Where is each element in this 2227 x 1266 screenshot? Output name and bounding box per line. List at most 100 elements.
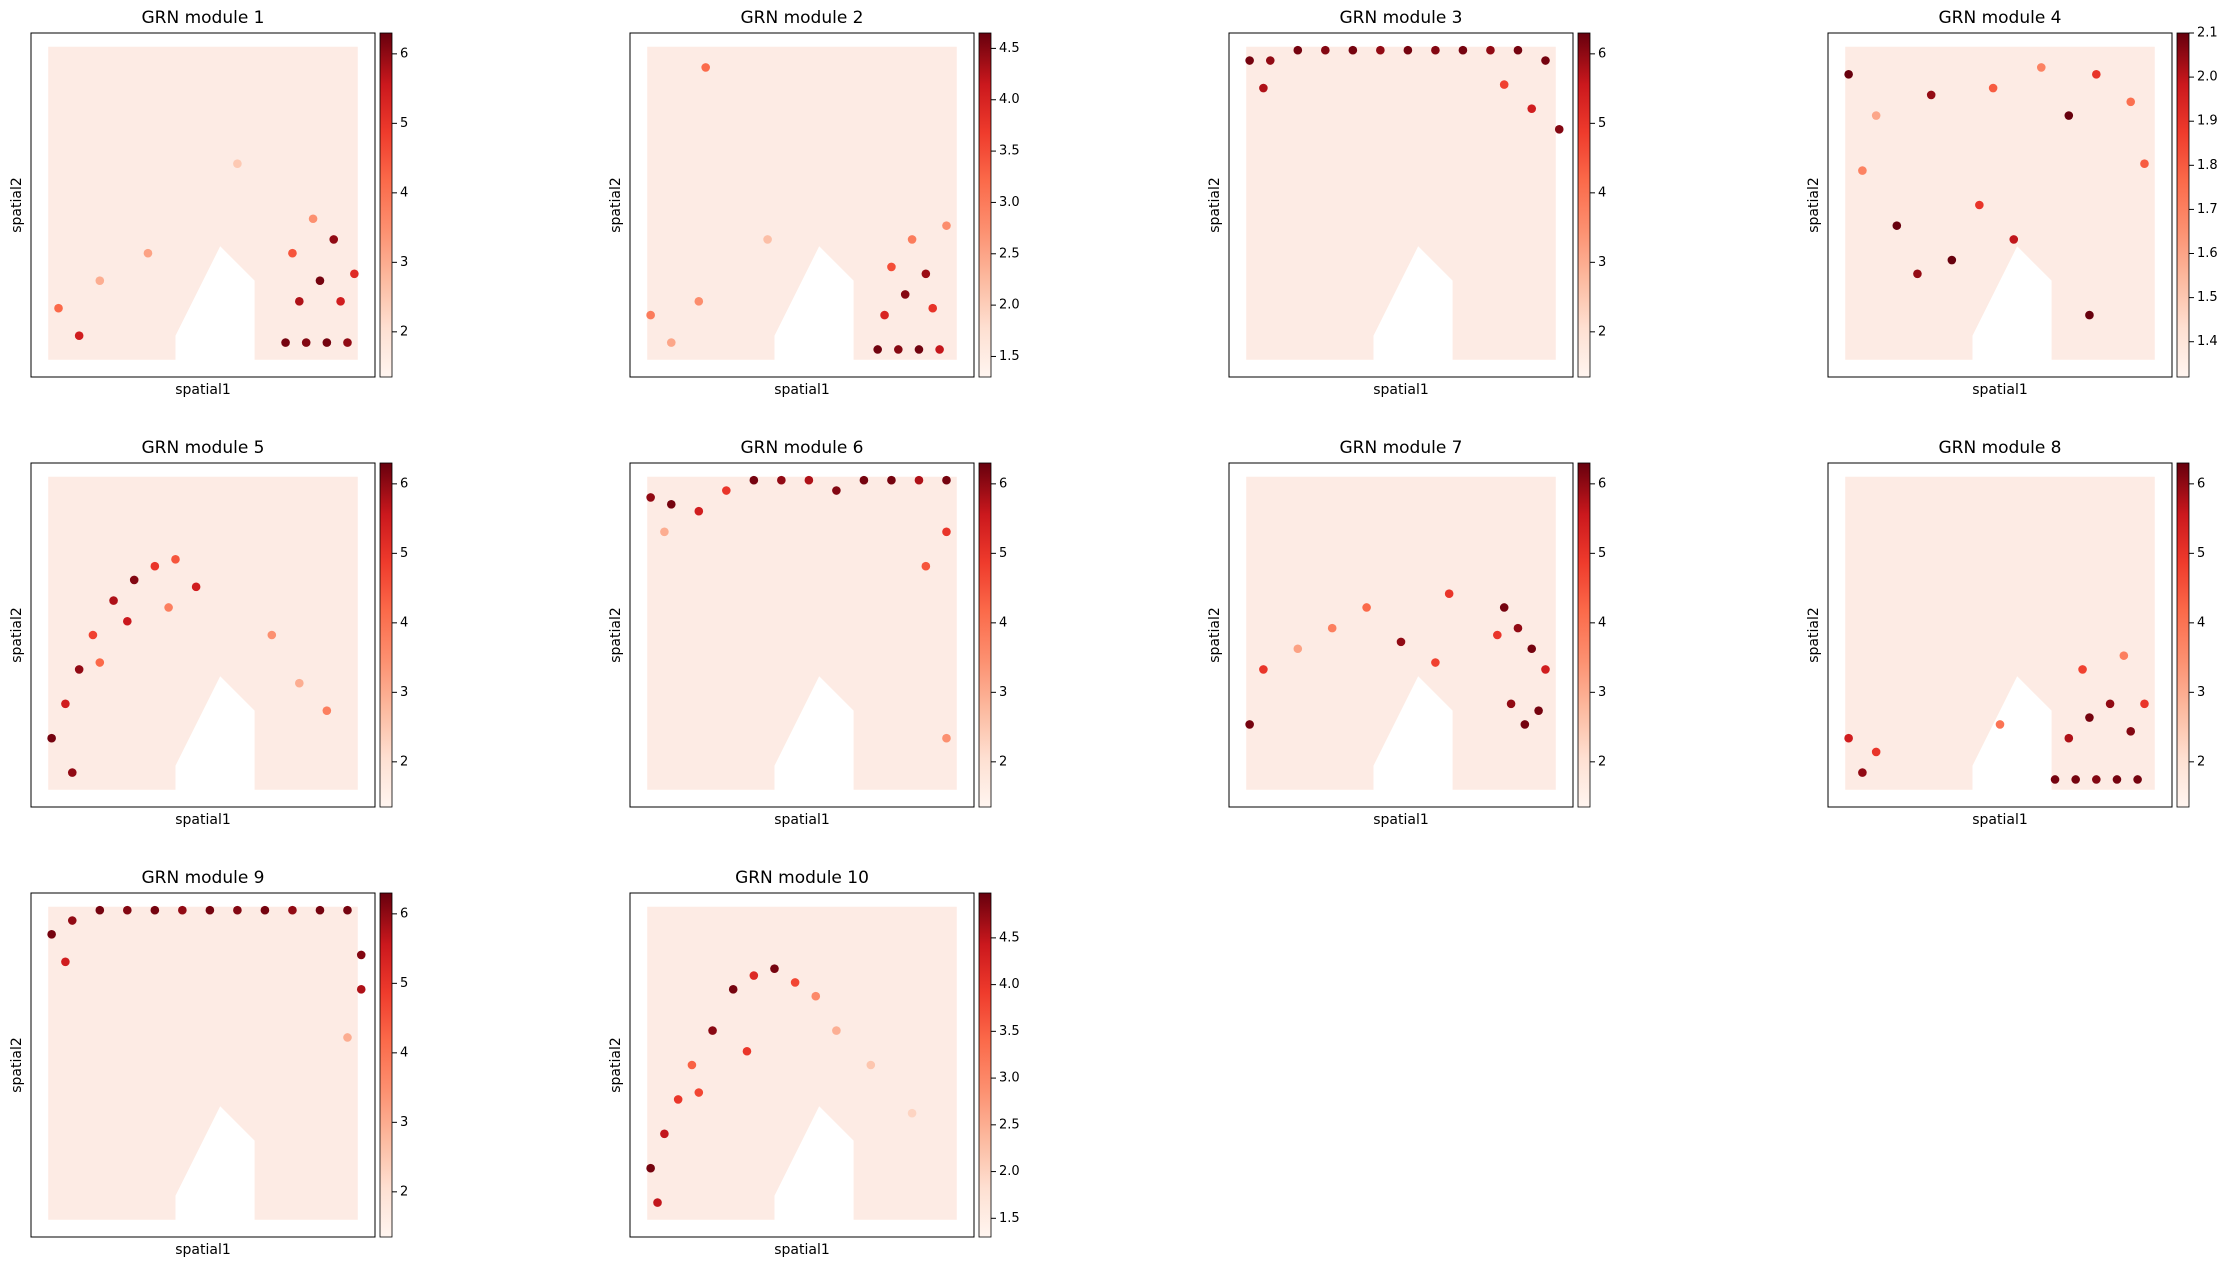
colorbar-tick-label: 2 (400, 1184, 408, 1199)
spot (942, 221, 951, 230)
spot (887, 475, 896, 485)
spot (322, 338, 332, 347)
spot (178, 905, 187, 915)
colorbar-tick-label: 2 (999, 754, 1007, 769)
spot (1486, 45, 1495, 55)
colorbar-tick-label: 1.8 (2197, 158, 2218, 173)
spot (914, 345, 924, 354)
spot (288, 905, 297, 915)
colorbar (379, 892, 393, 1238)
spot (804, 475, 814, 485)
spot (777, 475, 786, 485)
spot (315, 276, 325, 285)
spot (1520, 720, 1530, 729)
spot (1844, 733, 1853, 743)
spot (315, 905, 325, 915)
spot (722, 486, 731, 495)
spot (123, 905, 132, 915)
colorbar (1577, 32, 1591, 378)
spot (1458, 45, 1468, 55)
spot (2140, 699, 2149, 709)
spot (2133, 775, 2142, 784)
spot (873, 345, 882, 354)
spot (2078, 665, 2087, 674)
spot (1431, 658, 1440, 667)
colorbar-tick-label: 3.0 (999, 1071, 1020, 1086)
colorbar-tick-label: 5 (1598, 116, 1606, 131)
panel-title: GRN module 8 (1938, 438, 2061, 458)
colorbar-tick-label: 5 (400, 116, 408, 131)
axes-frame (629, 462, 975, 808)
spot (171, 555, 180, 564)
colorbar-tick-label: 3 (400, 685, 408, 700)
panel-title: GRN module 2 (740, 8, 863, 28)
spot (1245, 720, 1254, 729)
spot (2085, 713, 2094, 722)
spot (1293, 644, 1303, 654)
colorbar-tick-label: 3 (400, 255, 408, 270)
axes-frame (30, 462, 376, 808)
spot (928, 303, 938, 313)
colorbar (978, 462, 992, 808)
spot (233, 159, 242, 169)
spot (701, 63, 710, 72)
colorbar-tick-label: 2.0 (999, 298, 1020, 313)
spot (67, 916, 77, 925)
spot (694, 506, 704, 516)
spot (1444, 589, 1454, 599)
y-axis-label: spatial2 (608, 607, 624, 663)
spot (143, 248, 153, 258)
spot (88, 630, 98, 640)
tissue (48, 476, 358, 790)
spot (281, 338, 290, 347)
spot (2092, 775, 2101, 784)
axes-frame (629, 32, 975, 378)
spot (749, 475, 759, 485)
panel-title: GRN module 9 (141, 868, 264, 888)
x-axis-label: spatial1 (774, 1242, 830, 1258)
colorbar-tick-label: 4.0 (999, 92, 1020, 107)
spot (894, 345, 903, 354)
colorbar-tick-label: 6 (999, 476, 1007, 491)
colorbar-tick-label: 4.5 (999, 930, 1020, 945)
tissue (48, 46, 358, 360)
spot (2064, 111, 2074, 120)
spot (728, 985, 738, 994)
spot (1534, 706, 1543, 715)
spot (129, 575, 139, 585)
spot (2036, 63, 2046, 72)
tissue (1246, 46, 1556, 360)
x-axis-label: spatial1 (774, 812, 830, 828)
spot (708, 1026, 717, 1035)
spot (694, 1088, 704, 1097)
spot (1493, 630, 1502, 640)
spot (260, 905, 270, 915)
colorbar-tick-label: 3 (2197, 685, 2205, 700)
colorbar-tick-label: 5 (999, 546, 1007, 561)
spot (1554, 125, 1564, 134)
colorbar-tick-label: 6 (400, 906, 408, 921)
spot (295, 678, 304, 688)
panel: GRN module 8 spatial1 spatial2 2 3 4 5 6 (1806, 438, 2205, 828)
spot (942, 527, 951, 537)
colorbar (2176, 462, 2190, 808)
spot (914, 475, 924, 485)
spot (1259, 665, 1268, 674)
colorbar-tick-label: 4 (400, 185, 408, 200)
spot (763, 235, 772, 244)
y-axis-label: spatial2 (1806, 177, 1822, 233)
spot (267, 630, 277, 640)
colorbar-tick-label: 2 (2197, 754, 2205, 769)
colorbar (379, 32, 393, 378)
panel-title: GRN module 6 (740, 438, 863, 458)
spot (942, 475, 951, 485)
axes-frame (1228, 32, 1574, 378)
tissue (1845, 46, 2155, 360)
panel: GRN module 6 spatial1 spatial2 2 3 4 5 6 (608, 438, 1007, 828)
colorbar-tick-label: 4.5 (999, 41, 1020, 56)
colorbar-tick-label: 1.7 (2197, 202, 2218, 217)
spot (343, 338, 352, 347)
spot (336, 297, 345, 306)
panel: GRN module 10 spatial1 spatial2 1.5 2.0 2.5 3.… (608, 868, 1020, 1258)
